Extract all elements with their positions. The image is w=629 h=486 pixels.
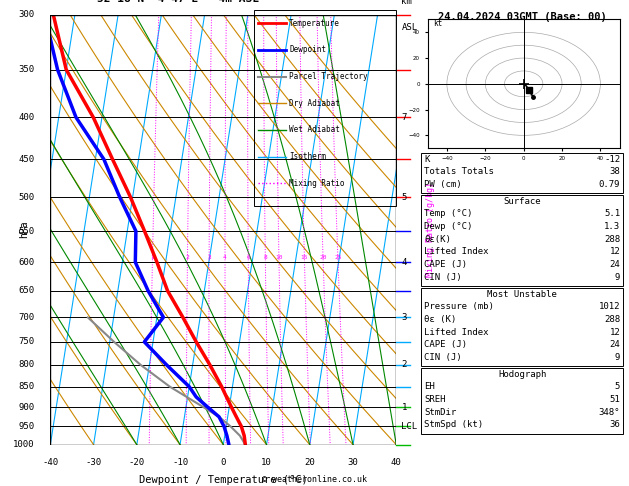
Text: Temperature: Temperature [289, 18, 340, 28]
Text: Dewpoint: Dewpoint [289, 45, 326, 54]
Text: Totals Totals: Totals Totals [424, 167, 494, 176]
Text: 10: 10 [261, 458, 272, 467]
Text: 950: 950 [19, 422, 35, 431]
Text: StmSpd (kt): StmSpd (kt) [424, 420, 483, 430]
Text: Wet Adiabat: Wet Adiabat [289, 125, 340, 134]
Text: 1012: 1012 [599, 302, 620, 312]
Text: 5: 5 [401, 192, 407, 202]
Text: Dewp (°C): Dewp (°C) [424, 222, 472, 231]
Text: kt: kt [433, 19, 443, 28]
Text: 288: 288 [604, 235, 620, 244]
Text: 0.79: 0.79 [599, 180, 620, 189]
Text: Dewpoint / Temperature (°C): Dewpoint / Temperature (°C) [139, 475, 308, 485]
Text: 8: 8 [264, 255, 267, 260]
Text: Dry Adiabat: Dry Adiabat [289, 99, 340, 108]
Text: 36: 36 [610, 420, 620, 430]
Text: 900: 900 [19, 402, 35, 412]
Text: 2: 2 [186, 255, 189, 260]
Text: CAPE (J): CAPE (J) [424, 340, 467, 349]
Text: 400: 400 [19, 113, 35, 122]
Text: ASL: ASL [401, 23, 418, 32]
Text: 450: 450 [19, 155, 35, 164]
Text: 650: 650 [19, 286, 35, 295]
Text: 52°18'N  4°47'E  −4m ASL: 52°18'N 4°47'E −4m ASL [97, 0, 259, 4]
Text: 5: 5 [615, 382, 620, 392]
Text: 3: 3 [207, 255, 211, 260]
Text: 10: 10 [276, 255, 283, 260]
Text: Hodograph: Hodograph [498, 370, 546, 379]
Text: 0: 0 [221, 458, 226, 467]
Text: 350: 350 [19, 65, 35, 74]
Text: StmDir: StmDir [424, 408, 456, 417]
Text: 12: 12 [610, 247, 620, 257]
Text: Lifted Index: Lifted Index [424, 328, 489, 337]
Text: Mixing Ratio (g/kg): Mixing Ratio (g/kg) [426, 182, 435, 277]
Text: 30: 30 [348, 458, 359, 467]
Text: 6: 6 [247, 255, 250, 260]
Text: 40: 40 [391, 458, 402, 467]
Text: 550: 550 [19, 226, 35, 236]
Text: 750: 750 [19, 337, 35, 347]
Text: 4: 4 [223, 255, 227, 260]
Text: 7: 7 [401, 113, 407, 122]
Text: 38: 38 [610, 167, 620, 176]
Text: CIN (J): CIN (J) [424, 353, 462, 362]
Text: 800: 800 [19, 361, 35, 369]
Text: -20: -20 [129, 458, 145, 467]
Text: 500: 500 [19, 192, 35, 202]
Text: -12: -12 [604, 155, 620, 164]
Text: 9: 9 [615, 353, 620, 362]
Text: Parcel Trajectory: Parcel Trajectory [289, 72, 367, 81]
Text: © weatheronline.co.uk: © weatheronline.co.uk [262, 474, 367, 484]
Text: 850: 850 [19, 382, 35, 391]
Text: 5.1: 5.1 [604, 209, 620, 219]
Text: hPa: hPa [19, 221, 30, 239]
Text: -30: -30 [86, 458, 102, 467]
Text: -10: -10 [172, 458, 188, 467]
Text: Surface: Surface [503, 197, 541, 206]
Text: 24: 24 [610, 340, 620, 349]
Text: CAPE (J): CAPE (J) [424, 260, 467, 269]
Text: 4: 4 [401, 258, 407, 267]
Text: θε(K): θε(K) [424, 235, 451, 244]
Text: Lifted Index: Lifted Index [424, 247, 489, 257]
Text: 600: 600 [19, 258, 35, 267]
Text: CIN (J): CIN (J) [424, 273, 462, 282]
Text: 15: 15 [301, 255, 308, 260]
Text: EH: EH [424, 382, 435, 392]
Text: 24: 24 [610, 260, 620, 269]
Text: 51: 51 [610, 395, 620, 404]
Text: 1.3: 1.3 [604, 222, 620, 231]
Text: 700: 700 [19, 313, 35, 322]
Text: -40: -40 [42, 458, 58, 467]
Text: 3: 3 [401, 313, 407, 322]
Text: Isotherm: Isotherm [289, 152, 326, 161]
Text: PW (cm): PW (cm) [424, 180, 462, 189]
Text: LCL: LCL [401, 422, 418, 431]
Text: 1: 1 [401, 402, 407, 412]
Text: 2: 2 [401, 361, 407, 369]
Text: 20: 20 [304, 458, 315, 467]
Text: 24.04.2024 03GMT (Base: 00): 24.04.2024 03GMT (Base: 00) [438, 12, 606, 22]
Text: 12: 12 [610, 328, 620, 337]
Text: km: km [401, 0, 412, 6]
Text: 9: 9 [615, 273, 620, 282]
Text: Mixing Ratio: Mixing Ratio [289, 179, 345, 188]
Text: 25: 25 [334, 255, 342, 260]
Text: 20: 20 [320, 255, 327, 260]
Text: Most Unstable: Most Unstable [487, 290, 557, 299]
Text: 288: 288 [604, 315, 620, 324]
Text: 1: 1 [150, 255, 154, 260]
Text: Pressure (mb): Pressure (mb) [424, 302, 494, 312]
Text: SREH: SREH [424, 395, 445, 404]
Text: θε (K): θε (K) [424, 315, 456, 324]
Text: 348°: 348° [599, 408, 620, 417]
Text: K: K [424, 155, 430, 164]
Text: 300: 300 [19, 10, 35, 19]
Text: 1000: 1000 [13, 440, 35, 449]
Bar [254, 10, 396, 206]
Text: Temp (°C): Temp (°C) [424, 209, 472, 219]
